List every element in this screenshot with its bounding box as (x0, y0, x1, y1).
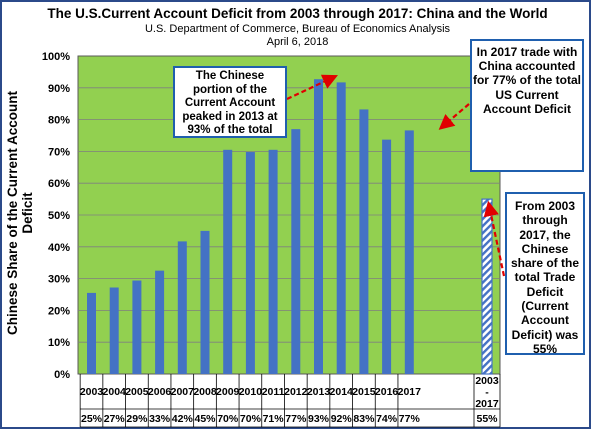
data-table-value: 71% (263, 413, 285, 425)
data-table-value: 77% (399, 413, 421, 425)
bar-2009 (223, 149, 233, 374)
x-tick-label: 2011 (262, 386, 285, 398)
y-tick-label: 0% (54, 369, 70, 381)
bar-2008 (200, 230, 210, 374)
data-table-value: 77% (285, 413, 307, 425)
bar-2016 (382, 139, 392, 374)
data-table-value: 25% (81, 413, 103, 425)
data-table-value: 45% (194, 413, 216, 425)
chart-subtitle-date: April 6, 2018 (266, 36, 329, 48)
x-tick-label: 2017 (398, 386, 422, 398)
data-table-value: 42% (172, 413, 194, 425)
x-tick-label: 2014 (330, 386, 354, 398)
callout-overall-2003-2017: From 2003 through 2017, the Chinese shar… (505, 192, 585, 356)
data-table-value: 33% (149, 413, 171, 425)
bar-2006 (155, 270, 165, 374)
y-tick-label: 90% (48, 83, 70, 95)
x-tick-label: 2004 (103, 386, 127, 398)
x-tick-label: 2003 (80, 386, 104, 398)
x-tick-label: 2006 (148, 386, 172, 398)
data-table-value: 27% (104, 413, 126, 425)
data-table-value: 55% (476, 413, 498, 425)
arrow-to-2013-peak (286, 74, 338, 100)
y-tick-label: 80% (48, 115, 70, 127)
chart-subtitle-source: U.S. Department of Commerce, Bureau of E… (144, 23, 451, 35)
bar-2011 (268, 149, 278, 374)
bar-2017 (404, 130, 414, 374)
bar-2003 (87, 292, 96, 374)
y-tick-label: 100% (42, 51, 70, 63)
chart-title: The U.S.Current Account Deficit from 200… (47, 6, 548, 21)
data-table-value: 83% (353, 413, 375, 425)
bar-2003-2017-total (481, 198, 493, 375)
arrow-to-2017-bar (438, 103, 470, 130)
y-tick-label: 20% (48, 305, 70, 317)
data-table-value: 29% (126, 413, 148, 425)
x-tick-label: 2016 (375, 386, 399, 398)
bar-2014 (336, 82, 346, 375)
y-tick-label: 70% (48, 146, 70, 158)
arrow-to-total-bar (483, 200, 506, 277)
x-tick-label: 2015 (352, 386, 376, 398)
bar-2005 (132, 280, 142, 374)
y-tick-label: 60% (48, 178, 70, 190)
x-tick-label: 2005 (125, 386, 149, 398)
data-table-value: 70% (240, 413, 262, 425)
data-table-value: 93% (308, 413, 330, 425)
x-tick-label: 2008 (193, 386, 217, 398)
data-table-value: 92% (331, 413, 353, 425)
data-table-value: 70% (217, 413, 239, 425)
bar-2012 (291, 129, 301, 374)
x-tick-label: 2010 (239, 386, 263, 398)
y-tick-label: 40% (48, 242, 70, 254)
bar-2007 (177, 241, 187, 374)
bar-2013 (314, 79, 323, 375)
x-tick-label: 2007 (171, 386, 195, 398)
x-tick-label: 2003 -2017 (475, 375, 499, 410)
y-tick-label: 10% (48, 337, 70, 349)
x-tick-label: 2013 (307, 386, 331, 398)
callout-peak-2013: The Chinese portion of the Current Accou… (173, 66, 287, 138)
y-tick-label: 30% (48, 274, 70, 286)
y-tick-label: 50% (48, 210, 70, 222)
bar-2004 (109, 287, 119, 374)
x-tick-label: 2009 (216, 386, 240, 398)
bar-2015 (359, 109, 369, 374)
bar-2010 (245, 152, 255, 374)
x-tick-label: 2012 (284, 386, 308, 398)
data-table-value: 74% (376, 413, 398, 425)
callout-2017: In 2017 trade with China accounted for 7… (470, 39, 584, 172)
